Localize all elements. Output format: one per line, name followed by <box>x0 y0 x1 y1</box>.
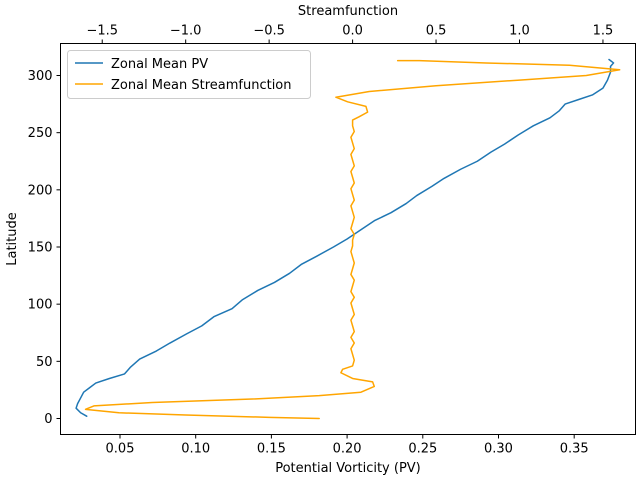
x-tick-label: 0.25 <box>408 442 437 457</box>
y-tick-label: 100 <box>28 298 53 313</box>
top-tick-label: −1.5 <box>86 24 118 39</box>
series-line-streamfunction <box>84 59 621 420</box>
top-tick-label: 0.0 <box>342 24 363 39</box>
top-tick-label: −0.5 <box>253 24 285 39</box>
legend-label-pv: Zonal Mean PV <box>111 57 208 72</box>
top-tick-label: 1.0 <box>509 24 530 39</box>
series-layer <box>75 58 621 420</box>
y-tick-label: 250 <box>28 126 53 141</box>
ticks-layer: 0.05 0.10 0.15 0.20 0.25 0.30 0.35 −1.5 −1.0 −0.5… <box>28 24 614 457</box>
y-tick-label: 50 <box>36 355 53 370</box>
top-tick-label: 0.5 <box>426 24 447 39</box>
x-tick-label: 0.10 <box>181 442 210 457</box>
legend-box <box>67 50 311 99</box>
top-tick-label: −1.0 <box>170 24 202 39</box>
x-tick-label: 0.20 <box>333 442 362 457</box>
x-axis-label: Potential Vorticity (PV) <box>275 461 421 476</box>
legend-label-streamfunction: Zonal Mean Streamfunction <box>111 78 292 93</box>
x-tick-label: 0.05 <box>106 442 135 457</box>
series-line-pv <box>75 58 615 417</box>
legend: Zonal Mean PV Zonal Mean Streamfunction <box>67 50 311 99</box>
y-tick-label: 0 <box>44 412 52 427</box>
x-tick-label: 0.15 <box>257 442 286 457</box>
x-tick-label: 0.30 <box>484 442 513 457</box>
top-tick-label: 1.5 <box>593 24 614 39</box>
y-tick-label: 150 <box>28 241 53 256</box>
top-axis-label: Streamfunction <box>298 4 398 19</box>
y-tick-label: 200 <box>28 183 53 198</box>
x-tick-label: 0.35 <box>560 442 589 457</box>
y-tick-label: 300 <box>28 69 53 84</box>
y-axis-label: Latitude <box>5 212 20 266</box>
plot-frame <box>60 43 636 435</box>
